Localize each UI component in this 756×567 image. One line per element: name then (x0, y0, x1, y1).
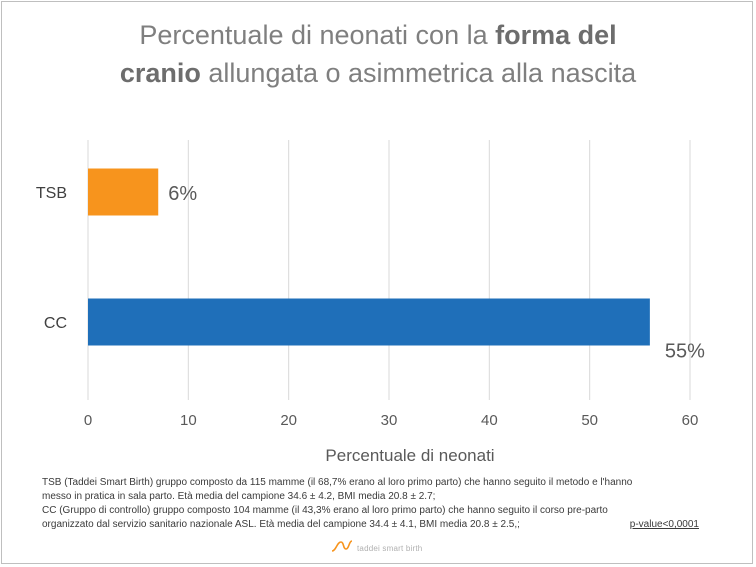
data-label-cc: 55% (665, 341, 705, 363)
category-label-cc: CC (44, 315, 67, 332)
title-line2-bold: cranio (119, 58, 201, 88)
footnote: TSB (Taddei Smart Birth) gruppo composto… (42, 476, 722, 532)
x-tick-10: 10 (180, 412, 197, 429)
logo-text: taddei smart birth (357, 543, 423, 553)
bar-cc (88, 298, 650, 346)
bar-chart: TSB CC 6% 55% 0 10 20 30 40 50 60 Percentuale di… (36, 140, 705, 465)
x-tick-50: 50 (581, 412, 598, 429)
x-tick-0: 0 (84, 412, 92, 429)
footnote-line-3: CC (Gruppo di controllo) gruppo composto… (42, 505, 608, 516)
x-axis-title: Percentuale di neonati (325, 446, 494, 465)
footnote-line-1: TSB (Taddei Smart Birth) gruppo composto… (42, 477, 633, 488)
chart-title: Percentuale di neonati con la forma del … (0, 16, 756, 92)
data-labels: 6% 55% (168, 183, 705, 363)
p-value: p-value<0,0001 (629, 519, 699, 530)
logo: taddei smart birth (330, 538, 423, 559)
footnote-line-2: messo in pratica in sala parto. Età medi… (42, 491, 436, 502)
x-tick-60: 60 (682, 412, 699, 429)
title-line1-plain: Percentuale di neonati con la (139, 20, 496, 50)
logo-mark-icon (330, 538, 354, 559)
bars (88, 168, 650, 346)
footnote-line-4: organizzato dal servizio sanitario nazio… (42, 519, 520, 530)
data-label-tsb: 6% (168, 183, 197, 205)
category-labels: TSB CC (36, 185, 67, 332)
x-tick-30: 30 (381, 412, 398, 429)
x-tick-labels: 0 10 20 30 40 50 60 (84, 412, 699, 429)
x-tick-40: 40 (481, 412, 498, 429)
title-line1-bold: forma del (495, 20, 617, 50)
bar-tsb (88, 168, 159, 216)
title-line2-plain: allungata o asimmetrica alla nascita (200, 58, 637, 88)
gridlines (87, 140, 691, 400)
x-tick-20: 20 (280, 412, 297, 429)
category-label-tsb: TSB (36, 185, 67, 202)
